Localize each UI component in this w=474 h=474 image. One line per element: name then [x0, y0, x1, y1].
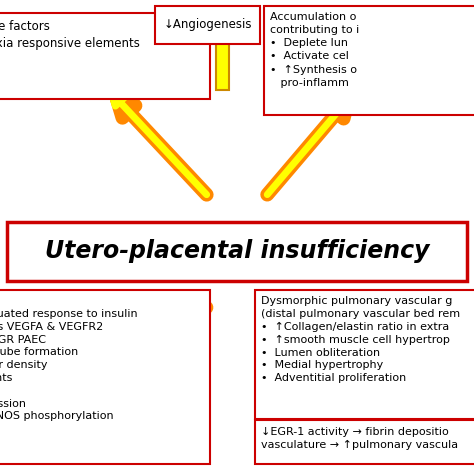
FancyArrowPatch shape: [267, 93, 354, 195]
FancyBboxPatch shape: [7, 222, 467, 281]
FancyArrowPatch shape: [267, 308, 346, 379]
Text: n
attenuated response to insulin
re less VEGFA & VEGFR2
n in FGR PAEC
 and tube : n attenuated response to insulin re less…: [0, 296, 137, 421]
Text: Accumulation o
contributing to i
•  Deplete lun
•  Activate cel
•  ↑Synthesis o
: Accumulation o contributing to i • Deple…: [270, 12, 359, 88]
Text: Dysmorphic pulmonary vascular g
(distal pulmonary vascular bed rem
•  ↑Collagen/: Dysmorphic pulmonary vascular g (distal …: [261, 296, 460, 383]
Text: onsive factors
hypoxia responsive elements: onsive factors hypoxia responsive elemen…: [0, 20, 140, 50]
FancyArrowPatch shape: [112, 308, 206, 384]
FancyArrowPatch shape: [267, 99, 348, 195]
Text: ↓Angiogenesis: ↓Angiogenesis: [163, 18, 252, 31]
FancyArrowPatch shape: [117, 99, 207, 195]
Text: ↓EGR-1 activity → fibrin depositio
vasculature → ↑pulmonary vascula: ↓EGR-1 activity → fibrin depositio vascu…: [261, 427, 458, 449]
FancyBboxPatch shape: [0, 13, 210, 99]
FancyArrowPatch shape: [118, 308, 206, 380]
FancyArrowPatch shape: [111, 93, 207, 195]
FancyBboxPatch shape: [216, 7, 229, 90]
FancyBboxPatch shape: [255, 290, 474, 419]
FancyBboxPatch shape: [155, 6, 260, 44]
Text: Utero-placental insufficiency: Utero-placental insufficiency: [45, 239, 429, 263]
FancyBboxPatch shape: [0, 290, 210, 464]
FancyArrowPatch shape: [267, 308, 352, 384]
FancyBboxPatch shape: [264, 6, 474, 115]
FancyBboxPatch shape: [255, 420, 474, 464]
